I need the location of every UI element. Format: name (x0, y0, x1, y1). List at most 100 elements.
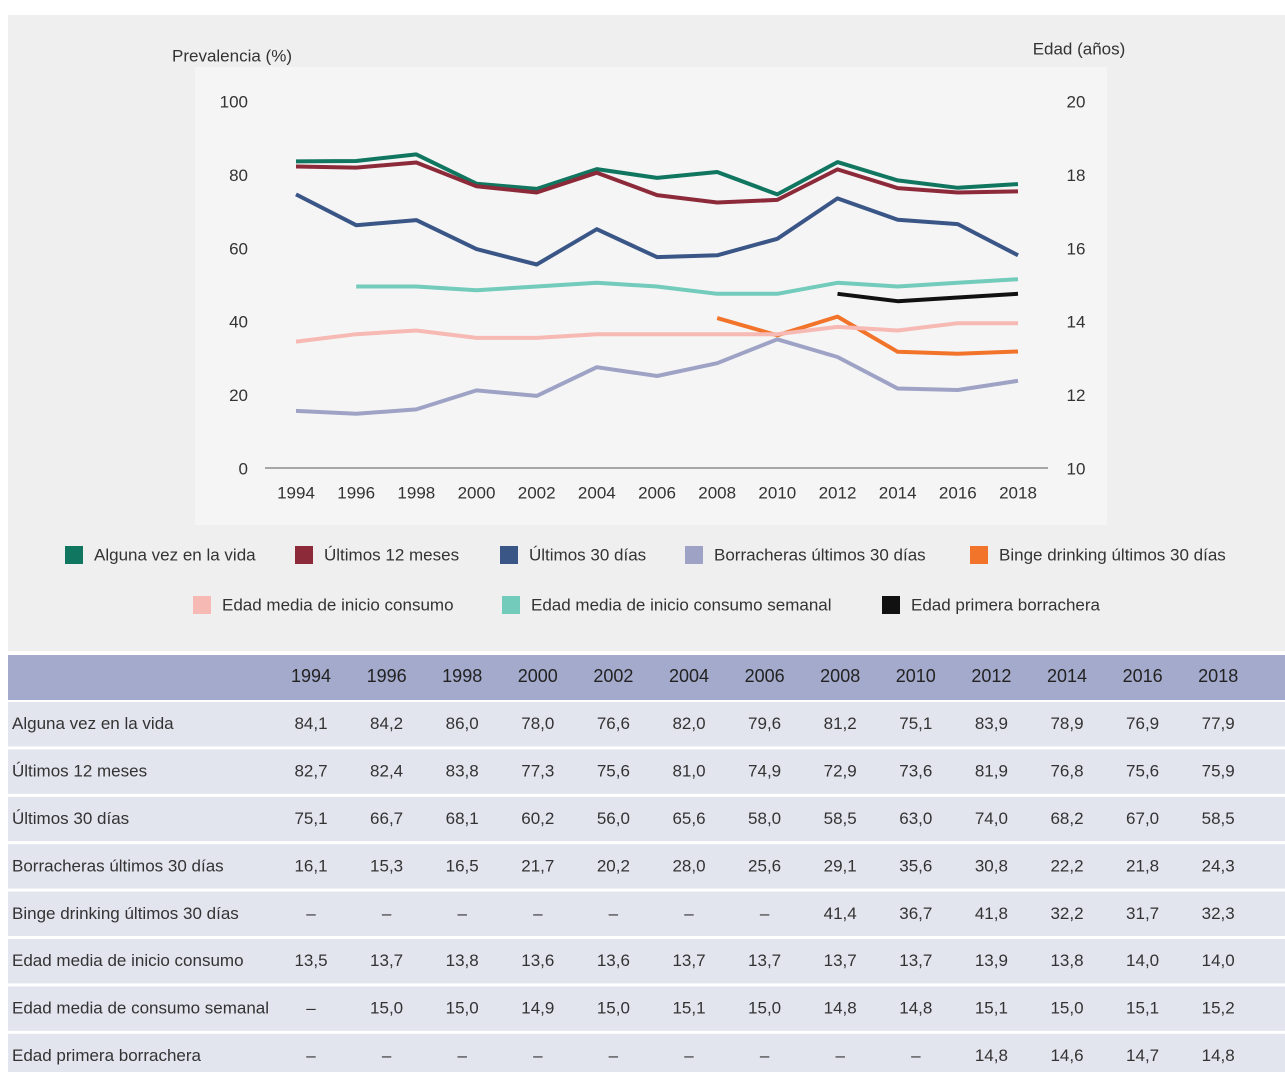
y2-tick-label: 16 (1067, 239, 1086, 258)
x-tick-label: 2000 (458, 483, 496, 502)
x-tick-label: 2006 (638, 483, 676, 502)
table-cell: 83,8 (446, 762, 479, 781)
legend-label: Borracheras últimos 30 días (714, 545, 926, 564)
legend-label: Edad media de inicio consumo semanal (531, 595, 832, 614)
x-tick-label: 1996 (337, 483, 375, 502)
table-cell: 75,6 (1126, 762, 1159, 781)
table-cell: – (609, 1046, 619, 1065)
table-cell: 56,0 (597, 809, 630, 828)
table-cell: 84,1 (294, 714, 327, 733)
series-line (295, 152, 1019, 197)
x-tick-label: 2018 (999, 483, 1037, 502)
table-cell: 82,7 (294, 762, 327, 781)
table-cell: 15,1 (975, 999, 1008, 1018)
table-cell: 82,4 (370, 762, 403, 781)
table-column-header: 1998 (442, 666, 482, 686)
table-cell: 75,6 (597, 762, 630, 781)
table-cell: – (684, 904, 694, 923)
table-column-header: 2008 (820, 666, 860, 686)
table-cell: – (382, 1046, 392, 1065)
y-tick-label: 20 (229, 386, 248, 405)
table-cell: 75,1 (899, 714, 932, 733)
series-line (837, 291, 1019, 304)
table-cell: 15,0 (446, 999, 479, 1018)
x-tick-label: 2004 (578, 483, 616, 502)
y2-tick-label: 20 (1067, 92, 1086, 111)
table-cell: 74,0 (975, 809, 1008, 828)
table-cell: 20,2 (597, 856, 630, 875)
legend-swatch (295, 546, 313, 564)
table-row-label: Edad media de inicio consumo (12, 951, 244, 970)
table-column-header: 2002 (593, 666, 633, 686)
table-cell: 67,0 (1126, 809, 1159, 828)
legend-swatch (970, 546, 988, 564)
table-column-header: 2018 (1198, 666, 1238, 686)
table-cell: 30,8 (975, 856, 1008, 875)
table-cell: 15,2 (1202, 999, 1235, 1018)
table-cell: 15,3 (370, 856, 403, 875)
table-column-header: 2010 (896, 666, 936, 686)
table-column-header: 1994 (291, 666, 331, 686)
table-cell: 15,0 (370, 999, 403, 1018)
series-line (295, 192, 1019, 267)
table-cell: 60,2 (521, 809, 554, 828)
table-cell: 14,6 (1050, 1046, 1083, 1065)
table-cell: 14,7 (1126, 1046, 1159, 1065)
table-cell: 83,9 (975, 714, 1008, 733)
table-row-label: Alguna vez en la vida (12, 714, 174, 733)
table-cell: 15,0 (748, 999, 781, 1018)
table-row (8, 939, 1285, 984)
table-cell: 13,6 (597, 951, 630, 970)
table-cell: 16,5 (446, 856, 479, 875)
legend-swatch (685, 546, 703, 564)
legend-label: Edad primera borrachera (911, 595, 1101, 614)
table-cell: – (760, 904, 770, 923)
y2-axis-label: Edad (años) (1033, 39, 1126, 58)
table-cell: 77,9 (1202, 714, 1235, 733)
table-column-header: 2004 (669, 666, 709, 686)
table-row (8, 1033, 1285, 1072)
table-cell: 35,6 (899, 856, 932, 875)
table-cell: 15,0 (1050, 999, 1083, 1018)
table-cell: 68,2 (1050, 809, 1083, 828)
table-cell: 25,6 (748, 856, 781, 875)
table-cell: 13,7 (824, 951, 857, 970)
table-cell: 78,9 (1050, 714, 1083, 733)
table-column-header: 2006 (745, 666, 785, 686)
y-tick-label: 0 (239, 459, 248, 478)
y2-tick-label: 10 (1067, 459, 1086, 478)
table-cell: 76,6 (597, 714, 630, 733)
table-cell: 15,1 (1126, 999, 1159, 1018)
table-column-header: 2014 (1047, 666, 1087, 686)
table-cell: 13,8 (1050, 951, 1083, 970)
table-cell: 31,7 (1126, 904, 1159, 923)
table-cell: 13,8 (446, 951, 479, 970)
table-cell: 66,7 (370, 809, 403, 828)
table-cell: 75,1 (294, 809, 327, 828)
legend-label: Binge drinking últimos 30 días (999, 545, 1226, 564)
x-tick-label: 2012 (819, 483, 857, 502)
y2-tick-label: 14 (1067, 313, 1086, 332)
series-line (356, 277, 1019, 296)
table-cell: 73,6 (899, 762, 932, 781)
y-tick-label: 80 (229, 166, 248, 185)
table-row-label: Edad primera borrachera (12, 1046, 202, 1065)
table-cell: 14,8 (1202, 1046, 1235, 1065)
table-cell: – (760, 1046, 770, 1065)
y-tick-label: 40 (229, 313, 248, 332)
series-line (295, 337, 1019, 416)
legend-label: Últimos 30 días (529, 545, 646, 564)
table-cell: 15,1 (672, 999, 705, 1018)
table-cell: 21,8 (1126, 856, 1159, 875)
table-column-header: 1996 (367, 666, 407, 686)
y-axis-label: Prevalencia (%) (172, 46, 292, 65)
table-cell: 86,0 (446, 714, 479, 733)
x-tick-label: 1998 (397, 483, 435, 502)
table-cell: 81,2 (824, 714, 857, 733)
table-cell: 81,0 (672, 762, 705, 781)
table-cell: 74,9 (748, 762, 781, 781)
table-cell: – (609, 904, 619, 923)
legend-swatch (500, 546, 518, 564)
table-cell: – (533, 1046, 543, 1065)
